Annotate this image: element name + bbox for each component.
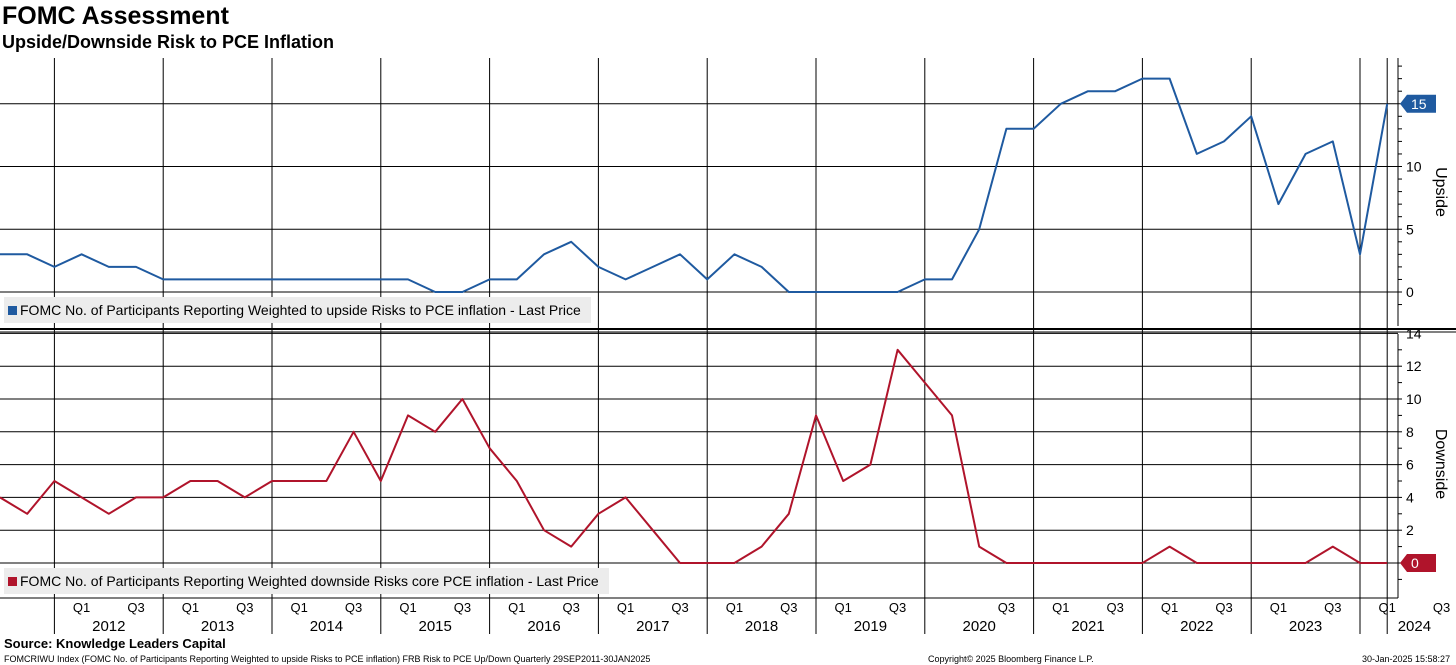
upside-last-value-flag [1400,94,1436,113]
downside-y-tick-label: 4 [1406,489,1414,505]
x-quarter-label: Q1 [73,600,90,615]
downside-y-tick-label: 12 [1406,358,1422,374]
source-note: Source: Knowledge Leaders Capital [4,636,226,651]
downside-y-tick-label: 6 [1406,457,1414,473]
chart-subtitle: Upside/Downside Risk to PCE Inflation [2,32,335,52]
x-quarter-label: Q1 [726,600,743,615]
index-description: FOMCRIWU Index (FOMC No. of Participants… [4,654,651,664]
x-quarter-label: Q3 [889,600,906,615]
x-year-label: 2021 [1071,618,1104,635]
upside-y-axis-label: Upside [1432,167,1449,217]
upside-legend: FOMC No. of Participants Reporting Weigh… [4,297,591,323]
copyright-note: Copyright© 2025 Bloomberg Finance L.P. [928,654,1094,664]
x-quarter-label: Q3 [998,600,1015,615]
downside-legend-text: FOMC No. of Participants Reporting Weigh… [20,573,599,589]
upside-y-tick-label: 0 [1406,284,1414,300]
upside-legend-swatch [8,306,17,315]
downside-y-tick-label: 2 [1406,522,1414,538]
downside-legend-swatch [8,577,17,586]
x-quarter-label: Q1 [399,600,416,615]
x-quarter-label: Q3 [345,600,362,615]
upside-y-tick-label: 10 [1406,159,1422,175]
downside-y-tick-label: 10 [1406,391,1422,407]
x-year-label: 2017 [636,618,669,635]
x-quarter-label: Q3 [454,600,471,615]
upside-last-value-label: 15 [1411,96,1427,112]
x-quarter-label: Q1 [1161,600,1178,615]
x-year-label: 2012 [92,618,125,635]
chart-title: FOMC Assessment [2,2,229,30]
x-year-label: 2013 [201,618,234,635]
timestamp: 30-Jan-2025 15:58:27 [1362,654,1451,664]
x-quarter-label: Q3 [1215,600,1232,615]
x-quarter-label: Q3 [671,600,688,615]
x-quarter-label: Q3 [780,600,797,615]
x-quarter-label: Q3 [1107,600,1124,615]
x-quarter-label: Q3 [1433,600,1450,615]
x-year-label: 2023 [1289,618,1322,635]
x-year-label: 2018 [745,618,778,635]
downside-y-tick-label: 14 [1406,325,1422,341]
downside-series-line [0,348,1388,564]
upside-series-line [0,77,1389,293]
x-year-label: 2015 [419,618,452,635]
x-quarter-label: Q1 [291,600,308,615]
upside-legend-text: FOMC No. of Participants Reporting Weigh… [20,302,581,318]
x-year-label: 2022 [1180,618,1213,635]
upside-y-tick-label: 5 [1406,221,1414,237]
downside-last-value-flag [1400,554,1436,572]
x-year-label: 2024 [1398,618,1431,635]
x-year-label: 2020 [963,618,996,635]
downside-y-axis-label: Downside [1432,428,1449,500]
x-quarter-label: Q1 [508,600,525,615]
x-year-label: 2014 [310,618,343,635]
x-quarter-label: Q3 [236,600,253,615]
x-quarter-label: Q1 [182,600,199,615]
x-year-label: 2019 [854,618,887,635]
downside-last-value-label: 0 [1411,555,1419,571]
x-quarter-label: Q1 [1379,600,1396,615]
downside-legend: FOMC No. of Participants Reporting Weigh… [4,568,609,594]
x-quarter-label: Q3 [1324,600,1341,615]
downside-y-tick-label: 8 [1406,424,1414,440]
x-quarter-label: Q1 [1270,600,1287,615]
x-quarter-label: Q1 [617,600,634,615]
x-year-label: 2016 [527,618,560,635]
x-quarter-label: Q1 [1052,600,1069,615]
x-quarter-label: Q3 [127,600,144,615]
x-quarter-label: Q3 [563,600,580,615]
x-quarter-label: Q1 [835,600,852,615]
